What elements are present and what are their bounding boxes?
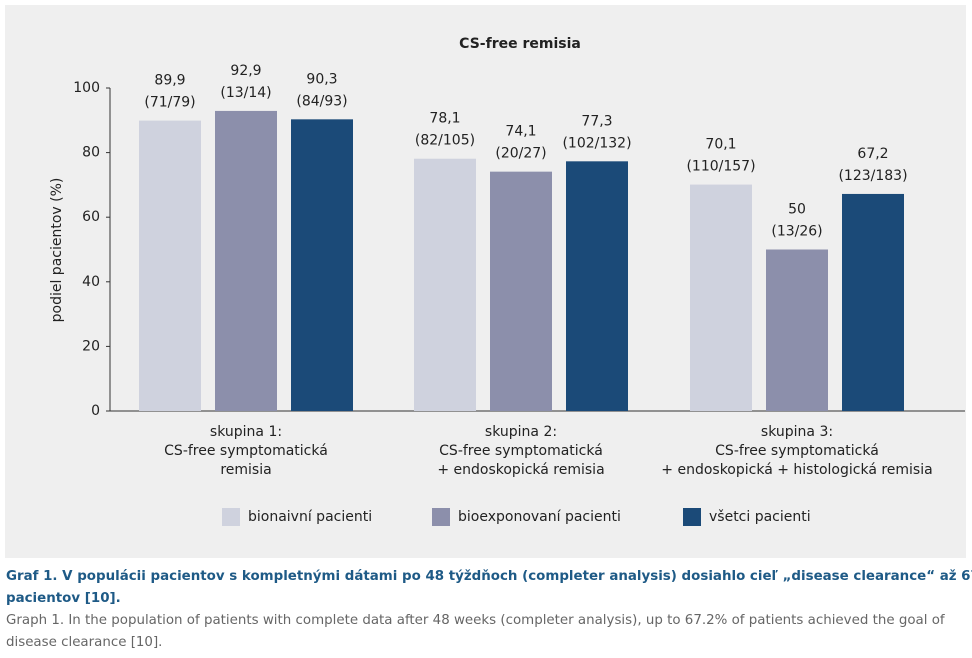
value-label: 67,2 [857,146,888,162]
caption-line: disease clearance [10]. [6,635,163,650]
count-label: (20/27) [495,146,546,162]
bar [566,161,628,411]
legend-label: bioexponovaní pacienti [458,509,621,525]
bar [139,120,201,412]
y-tick-label: 100 [73,80,100,96]
legend-swatch [683,508,701,526]
legend-label: bionaivní pacienti [248,509,372,525]
x-tick-label: skupina 1: [210,424,282,440]
chart: CS-free remisia podiel pacientov (%) 0 20… [5,5,966,558]
legend-swatch [432,508,450,526]
bar [414,158,476,411]
value-label: 90,3 [306,71,337,87]
x-tick-label: skupina 2: [485,424,557,440]
bar [490,171,552,411]
bar [690,184,752,411]
count-label: (123/183) [838,168,907,184]
y-axis-label: podiel pacientov (%) [49,178,65,323]
value-label: 92,9 [230,63,261,79]
value-label: 78,1 [429,111,460,127]
caption: Graf 1. V populácii pacientov s kompletn… [6,566,972,654]
x-tick-label: remisia [220,462,271,478]
y-tick-label: 60 [82,209,100,225]
legend-swatch [222,508,240,526]
x-tick-label: + endoskopická + histologická remisia [661,462,932,478]
caption-title: Graf 1. V populácii pacientov s kompletn… [6,566,972,610]
bar [842,193,904,411]
caption-line: pacientov [10]. [6,591,121,606]
y-tick-label: 0 [91,403,100,419]
count-label: (82/105) [415,133,475,149]
count-label: (110/157) [686,159,755,175]
value-label: 89,9 [154,73,185,89]
x-tick-label: CS-free symptomatická [715,443,879,459]
count-label: (71/79) [144,95,195,111]
caption-line: Graph 1. In the population of patients w… [6,613,945,628]
value-label: 50 [788,202,806,218]
value-label: 70,1 [705,137,736,153]
caption-text: Graph 1. In the population of patients w… [6,610,968,654]
value-label: 77,3 [581,113,612,129]
x-tick-label: skupina 3: [761,424,833,440]
caption-line: Graf 1. V populácii pacientov s kompletn… [6,569,972,584]
value-label: 74,1 [505,124,536,140]
y-tick-label: 40 [82,274,100,290]
count-label: (84/93) [296,93,347,109]
y-tick-label: 20 [82,338,100,354]
chart-title: CS-free remisia [459,36,581,52]
x-tick-label: CS-free symptomatická [164,443,328,459]
legend-label: všetci pacienti [709,509,811,525]
bar [215,110,277,412]
y-tick-label: 80 [82,145,100,161]
bar [766,249,828,411]
count-label: (13/14) [220,85,271,101]
bar [291,119,353,412]
count-label: (13/26) [771,224,822,240]
count-label: (102/132) [562,135,631,151]
x-tick-label: + endoskopická remisia [437,462,604,478]
x-tick-label: CS-free symptomatická [439,443,603,459]
